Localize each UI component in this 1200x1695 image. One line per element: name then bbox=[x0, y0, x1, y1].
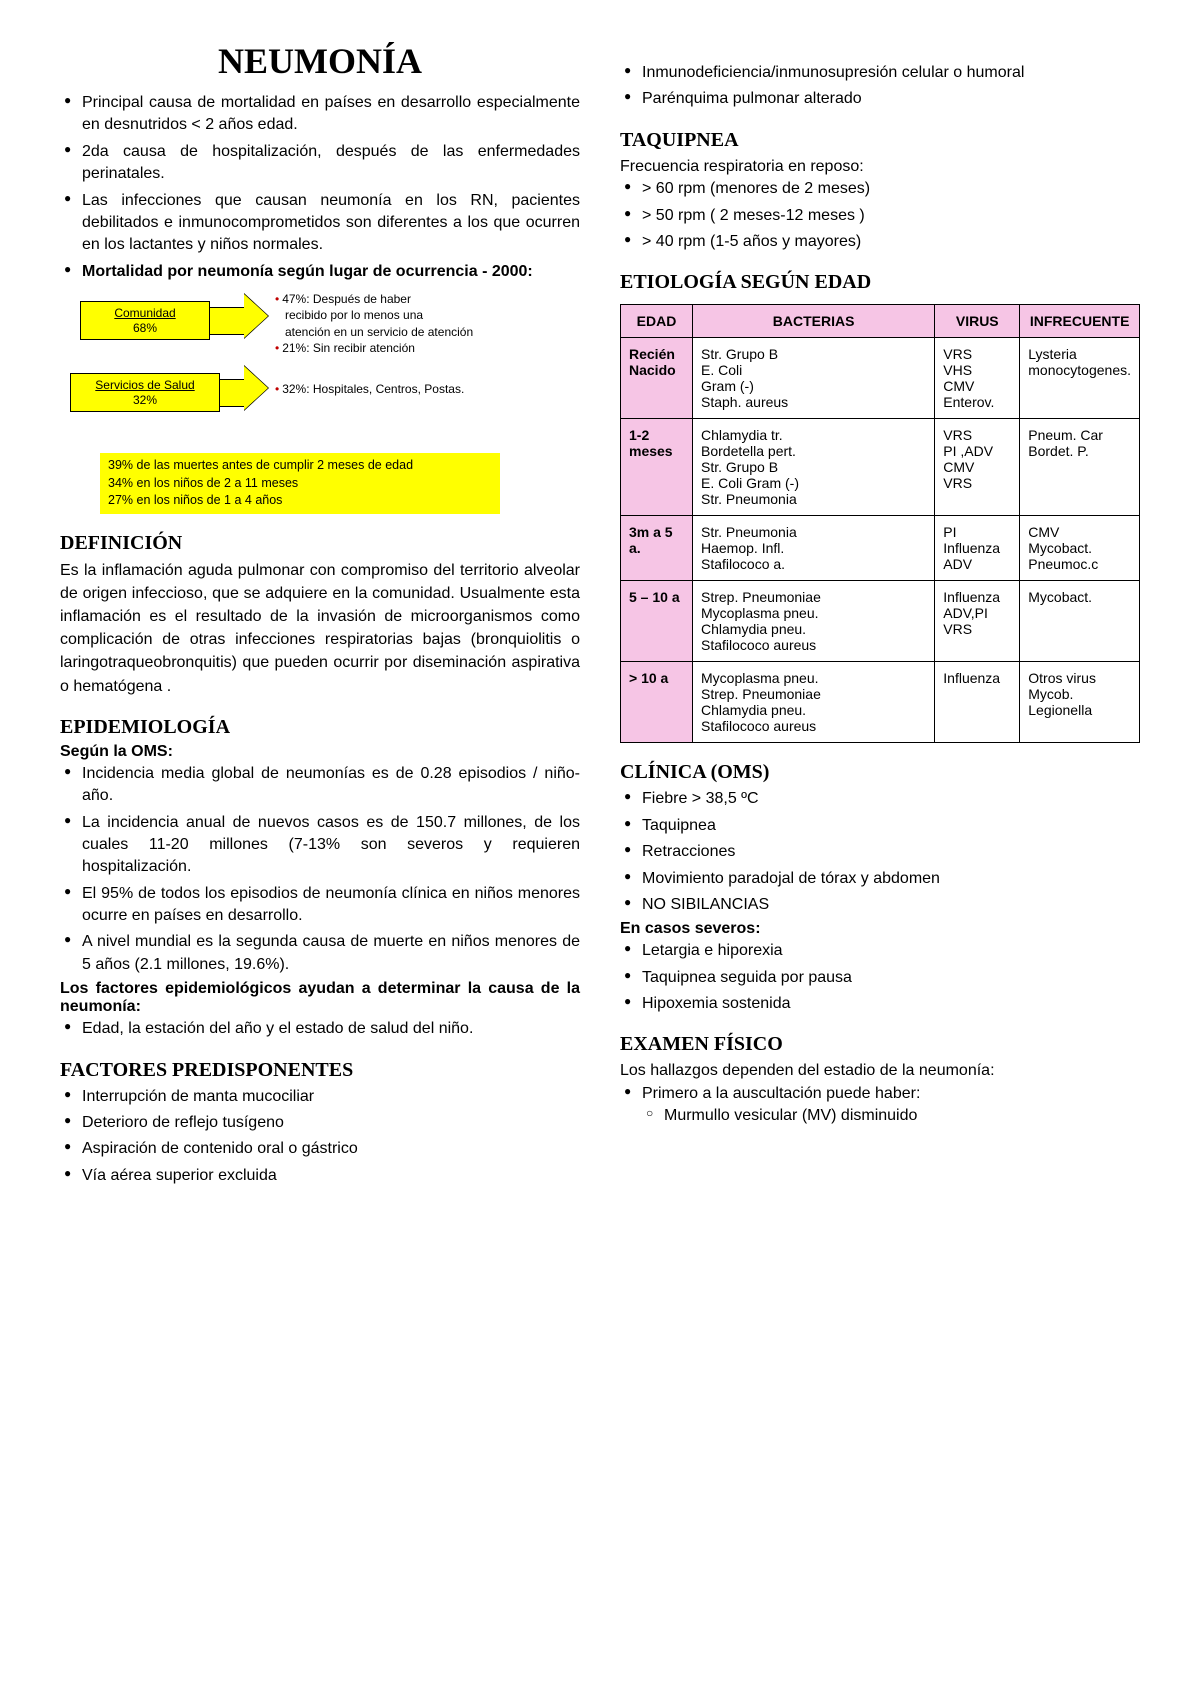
epi-item: Incidencia media global de neumonías es … bbox=[60, 763, 580, 808]
fact-item: Interrupción de manta mucociliar bbox=[60, 1086, 580, 1108]
taq-item: > 50 rpm ( 2 meses-12 meses ) bbox=[620, 205, 1140, 227]
clin-item: Retracciones bbox=[620, 841, 1140, 863]
intro-item: Mortalidad por neumonía según lugar de o… bbox=[60, 261, 580, 283]
taquipnea-heading: TAQUIPNEA bbox=[620, 129, 1140, 152]
diagram-box1-pct: 68% bbox=[133, 321, 157, 335]
table-cell: Otros virus Mycob. Legionella bbox=[1020, 662, 1140, 743]
ann1a: 47%: Después de haber bbox=[282, 292, 411, 306]
epi-list2: Edad, la estación del año y el estado de… bbox=[60, 1018, 580, 1040]
table-cell: PI Influenza ADV bbox=[935, 516, 1020, 581]
clinica-heading: CLÍNICA (OMS) bbox=[620, 761, 1140, 784]
table-cell: Lysteria monocytogenes. bbox=[1020, 338, 1140, 419]
table-cell: Str. Pneumonia Haemop. Infl. Stafilococo… bbox=[693, 516, 935, 581]
clin-subhead: En casos severos: bbox=[620, 920, 1140, 938]
taquipnea-intro: Frecuencia respiratoria en reposo: bbox=[620, 156, 1140, 178]
fact-item: Aspiración de contenido oral o gástrico bbox=[60, 1138, 580, 1160]
etiologia-heading: ETIOLOGÍA SEGÚN EDAD bbox=[620, 271, 1140, 294]
epi-subhead: Según la OMS: bbox=[60, 743, 580, 761]
taq-item: > 60 rpm (menores de 2 meses) bbox=[620, 178, 1140, 200]
table-cell: Influenza bbox=[935, 662, 1020, 743]
clin-item: Fiebre > 38,5 ºC bbox=[620, 788, 1140, 810]
block-line: 27% en los niños de 1 a 4 años bbox=[108, 492, 492, 510]
fact-item: Vía aérea superior excluida bbox=[60, 1165, 580, 1187]
ann2: 32%: Hospitales, Centros, Postas. bbox=[282, 382, 464, 396]
exam-bullet-text: Primero a la auscultación puede haber: bbox=[642, 1085, 920, 1102]
epi-list: Incidencia media global de neumonías es … bbox=[60, 763, 580, 977]
mortality-diagram: Comunidad 68% 47%: Después de haber reci… bbox=[60, 295, 580, 445]
ann1d: 21%: Sin recibir atención bbox=[282, 341, 415, 355]
table-cell: Str. Grupo B E. Coli Gram (-) Staph. aur… bbox=[693, 338, 935, 419]
clin-item: Letargia e hiporexia bbox=[620, 940, 1140, 962]
rt-item: Parénquima pulmonar alterado bbox=[620, 88, 1140, 110]
th-virus: VIRUS bbox=[935, 305, 1020, 338]
intro-item: 2da causa de hospitalización, después de… bbox=[60, 141, 580, 186]
epi-item: La incidencia anual de nuevos casos es d… bbox=[60, 812, 580, 879]
fact-item: Deterioro de reflejo tusígeno bbox=[60, 1112, 580, 1134]
definicion-heading: DEFINICIÓN bbox=[60, 532, 580, 555]
block-line: 34% en los niños de 2 a 11 meses bbox=[108, 475, 492, 493]
intro-item: Las infecciones que causan neumonía en l… bbox=[60, 190, 580, 257]
mortality-stats-block: 39% de las muertes antes de cumplir 2 me… bbox=[100, 453, 500, 514]
block-line: 39% de las muertes antes de cumplir 2 me… bbox=[108, 457, 492, 475]
epi-subhead2: Los factores epidemiológicos ayudan a de… bbox=[60, 980, 580, 1016]
th-inf: INFRECUENTE bbox=[1020, 305, 1140, 338]
clin-item: Hipoxemia sostenida bbox=[620, 993, 1140, 1015]
table-cell: Influenza ADV,PI VRS bbox=[935, 581, 1020, 662]
epi-item: Edad, la estación del año y el estado de… bbox=[60, 1018, 580, 1040]
definicion-text: Es la inflamación aguda pulmonar con com… bbox=[60, 559, 580, 698]
examen-list: Primero a la auscultación puede haber: M… bbox=[620, 1083, 1140, 1128]
clinica-list: Fiebre > 38,5 ºC Taquipnea Retracciones … bbox=[620, 788, 1140, 916]
diagram-box2-label: Servicios de Salud bbox=[77, 378, 213, 392]
table-cell: Pneum. Car Bordet. P. bbox=[1020, 419, 1140, 516]
table-cell: VRS VHS CMV Enterov. bbox=[935, 338, 1020, 419]
examen-intro: Los hallazgos dependen del estadio de la… bbox=[620, 1060, 1140, 1082]
clinica-list2: Letargia e hiporexia Taquipnea seguida p… bbox=[620, 940, 1140, 1015]
left-column: NEUMONÍA Principal causa de mortalidad e… bbox=[60, 40, 580, 1191]
factores-list: Interrupción de manta mucociliar Deterio… bbox=[60, 1086, 580, 1188]
rt-item: Inmunodeficiencia/inmunosupresión celula… bbox=[620, 62, 1140, 84]
epi-item: A nivel mundial es la segunda causa de m… bbox=[60, 931, 580, 976]
table-cell: 1-2 meses bbox=[621, 419, 693, 516]
etiologia-table: EDAD BACTERIAS VIRUS INFRECUENTE Recién … bbox=[620, 304, 1140, 743]
examen-heading: EXAMEN FÍSICO bbox=[620, 1033, 1140, 1056]
intro-list: Principal causa de mortalidad en países … bbox=[60, 92, 580, 283]
taq-item: > 40 rpm (1-5 años y mayores) bbox=[620, 231, 1140, 253]
table-cell: Mycoplasma pneu. Strep. Pneumoniae Chlam… bbox=[693, 662, 935, 743]
table-cell: 3m a 5 a. bbox=[621, 516, 693, 581]
clin-item: Taquipnea bbox=[620, 815, 1140, 837]
intro-item: Principal causa de mortalidad en países … bbox=[60, 92, 580, 137]
table-cell: Mycobact. bbox=[1020, 581, 1140, 662]
right-top-list: Inmunodeficiencia/inmunosupresión celula… bbox=[620, 62, 1140, 111]
page-title: NEUMONÍA bbox=[60, 40, 580, 82]
clin-item: Taquipnea seguida por pausa bbox=[620, 967, 1140, 989]
th-bact: BACTERIAS bbox=[693, 305, 935, 338]
table-cell: Chlamydia tr. Bordetella pert. Str. Grup… bbox=[693, 419, 935, 516]
table-cell: Recién Nacido bbox=[621, 338, 693, 419]
table-cell: Strep. Pneumoniae Mycoplasma pneu. Chlam… bbox=[693, 581, 935, 662]
ann1b: recibido por lo menos una bbox=[285, 307, 575, 323]
clin-item: NO SIBILANCIAS bbox=[620, 894, 1140, 916]
table-cell: VRS PI ,ADV CMV VRS bbox=[935, 419, 1020, 516]
clin-item: Movimiento paradojal de tórax y abdomen bbox=[620, 868, 1140, 890]
right-column: Inmunodeficiencia/inmunosupresión celula… bbox=[620, 40, 1140, 1191]
epi-item: El 95% de todos los episodios de neumoní… bbox=[60, 883, 580, 928]
taquipnea-list: > 60 rpm (menores de 2 meses) > 50 rpm (… bbox=[620, 178, 1140, 253]
diagram-box1-label: Comunidad bbox=[87, 306, 203, 320]
exam-sub-item: Murmullo vesicular (MV) disminuido bbox=[642, 1105, 1140, 1127]
table-cell: > 10 a bbox=[621, 662, 693, 743]
th-edad: EDAD bbox=[621, 305, 693, 338]
exam-item: Primero a la auscultación puede haber: M… bbox=[620, 1083, 1140, 1128]
epidemiologia-heading: EPIDEMIOLOGÍA bbox=[60, 716, 580, 739]
ann1c: atención en un servicio de atención bbox=[285, 324, 575, 340]
factores-heading: FACTORES PREDISPONENTES bbox=[60, 1059, 580, 1082]
table-cell: CMV Mycobact. Pneumoc.c bbox=[1020, 516, 1140, 581]
table-cell: 5 – 10 a bbox=[621, 581, 693, 662]
diagram-box2-pct: 32% bbox=[133, 393, 157, 407]
